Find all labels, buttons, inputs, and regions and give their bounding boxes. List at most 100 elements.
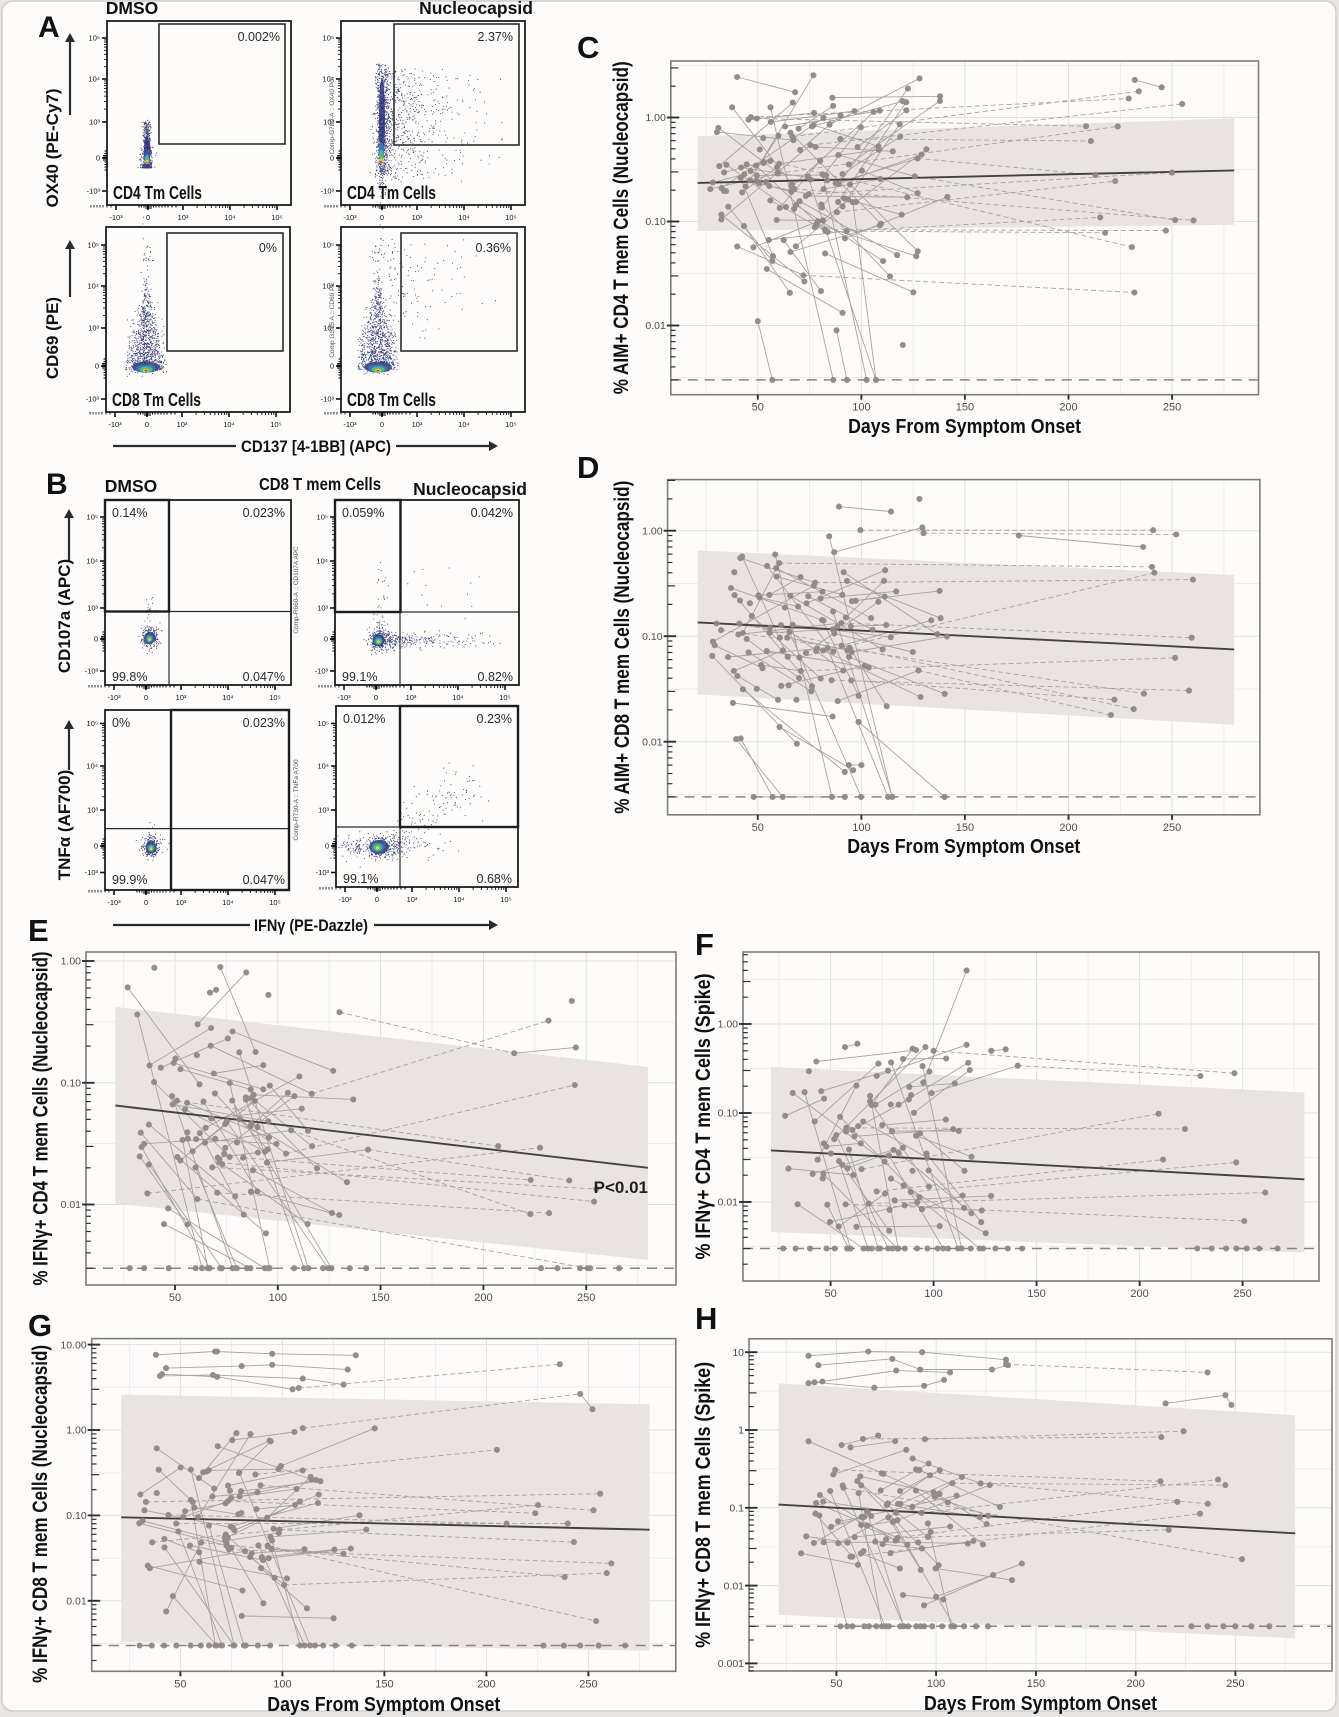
svg-text:200: 200 — [1059, 822, 1077, 834]
svg-text:10⁴: 10⁴ — [317, 762, 329, 771]
svg-text:10⁴: 10⁴ — [223, 420, 235, 429]
svg-text:100: 100 — [852, 402, 870, 414]
svg-text:10.00: 10.00 — [60, 1339, 86, 1351]
svg-text:-10³: -10³ — [109, 213, 123, 222]
svg-text:-10³: -10³ — [337, 693, 351, 702]
svg-text:0.10: 0.10 — [718, 1108, 739, 1120]
svg-text:CD137 [4-1BB] (APC): CD137 [4-1BB] (APC) — [241, 437, 391, 456]
svg-text:0: 0 — [96, 154, 100, 163]
svg-text:10⁵: 10⁵ — [500, 895, 511, 904]
svg-text:% AIM+ CD4 T mem Cells (Nucleo: % AIM+ CD4 T mem Cells (Nucleocapsid) — [610, 61, 633, 394]
svg-text:0: 0 — [146, 213, 150, 222]
svg-text:10³: 10³ — [88, 324, 99, 333]
svg-text:Comp-R660-A :: CD107A APC: Comp-R660-A :: CD107A APC — [293, 546, 300, 634]
svg-text:10³: 10³ — [318, 806, 329, 815]
svg-text:99.1%: 99.1% — [342, 670, 377, 684]
svg-text:CD107a (APC): CD107a (APC) — [55, 559, 74, 673]
svg-text:0.042%: 0.042% — [471, 506, 513, 520]
svg-text:TNFα (AF700): TNFα (AF700) — [55, 770, 74, 881]
svg-text:-10³: -10³ — [108, 420, 122, 429]
svg-text:1: 1 — [738, 1425, 744, 1437]
svg-text:0.10: 0.10 — [645, 216, 666, 228]
svg-text:10³: 10³ — [407, 895, 418, 904]
svg-text:250: 250 — [1163, 402, 1181, 414]
svg-text:0: 0 — [330, 154, 334, 163]
svg-text:0.14%: 0.14% — [112, 506, 147, 520]
svg-text:0.68%: 0.68% — [477, 872, 512, 886]
svg-text:P<0.01: P<0.01 — [594, 1178, 648, 1197]
svg-text:H: H — [695, 1301, 717, 1336]
svg-text:0.047%: 0.047% — [243, 873, 285, 887]
svg-text:% AIM+ CD8 T mem Cells (Nucleo: % AIM+ CD8 T mem Cells (Nucleocapsid) — [611, 481, 634, 814]
svg-text:1.00: 1.00 — [66, 1425, 87, 1437]
svg-text:10⁵: 10⁵ — [88, 241, 99, 250]
svg-text:0%: 0% — [112, 716, 130, 730]
svg-text:10³: 10³ — [87, 806, 98, 815]
svg-text:250: 250 — [1233, 1288, 1251, 1300]
svg-text:200: 200 — [1130, 1288, 1148, 1300]
svg-text:10⁴: 10⁴ — [88, 75, 100, 84]
svg-text:10⁴: 10⁴ — [452, 693, 464, 702]
svg-text:10³: 10³ — [177, 420, 188, 429]
svg-text:Days From Symptom Onset: Days From Symptom Onset — [267, 1694, 500, 1716]
svg-text:10⁵: 10⁵ — [317, 513, 328, 522]
svg-text:250: 250 — [579, 1678, 597, 1690]
svg-text:10⁴: 10⁴ — [458, 420, 470, 429]
svg-text:0: 0 — [325, 842, 329, 851]
svg-text:C: C — [577, 30, 599, 65]
svg-text:10³: 10³ — [406, 693, 417, 702]
svg-text:0.059%: 0.059% — [342, 506, 384, 520]
svg-text:CD69 (PE): CD69 (PE) — [43, 297, 62, 379]
svg-text:% IFNγ+ CD8 T mem Cells (Spike: % IFNγ+ CD8 T mem Cells (Spike) — [692, 1362, 715, 1648]
svg-text:10³: 10³ — [323, 118, 334, 127]
svg-text:Comp-G780-A :: OX40 Po7: Comp-G780-A :: OX40 Po7 — [329, 75, 336, 154]
svg-text:10³: 10³ — [87, 604, 98, 613]
svg-text:150: 150 — [956, 402, 974, 414]
svg-text:10⁴: 10⁴ — [222, 898, 234, 907]
svg-text:DMSO: DMSO — [105, 476, 158, 496]
svg-text:Nucleocapsid: Nucleocapsid — [413, 479, 527, 499]
svg-text:10⁵: 10⁵ — [89, 34, 100, 43]
svg-text:0.01: 0.01 — [724, 1580, 745, 1592]
svg-text:1.00: 1.00 — [645, 112, 666, 124]
svg-text:10⁵: 10⁵ — [318, 719, 329, 728]
svg-text:0: 0 — [380, 420, 384, 429]
svg-text:0.001: 0.001 — [718, 1658, 744, 1670]
svg-text:150: 150 — [1027, 1678, 1045, 1690]
svg-text:10⁴: 10⁴ — [86, 557, 98, 566]
svg-text:0.1: 0.1 — [729, 1503, 744, 1515]
svg-text:CD8 T mem Cells: CD8 T mem Cells — [259, 474, 381, 494]
svg-text:0.01: 0.01 — [718, 1197, 739, 1209]
svg-text:0: 0 — [95, 362, 99, 371]
svg-text:0: 0 — [330, 362, 334, 371]
svg-text:0.01: 0.01 — [61, 1199, 82, 1211]
svg-text:10⁴: 10⁴ — [87, 282, 99, 291]
svg-text:0: 0 — [375, 895, 379, 904]
svg-text:10³: 10³ — [412, 213, 423, 222]
svg-text:0: 0 — [380, 213, 384, 222]
svg-text:200: 200 — [1127, 1678, 1145, 1690]
svg-text:-10³: -10³ — [321, 187, 335, 196]
svg-text:100: 100 — [269, 1292, 287, 1304]
svg-text:Days From Symptom Onset: Days From Symptom Onset — [848, 416, 1081, 438]
svg-text:100: 100 — [927, 1678, 945, 1690]
svg-text:% IFNγ+ CD4 T mem Cells (Nucle: % IFNγ+ CD4 T mem Cells (Nucleocapsid) — [30, 952, 53, 1286]
svg-text:50: 50 — [752, 822, 764, 834]
svg-text:250: 250 — [1163, 822, 1181, 834]
svg-text:100: 100 — [924, 1288, 942, 1300]
svg-text:250: 250 — [1226, 1678, 1244, 1690]
svg-text:Days From Symptom Onset: Days From Symptom Onset — [924, 1693, 1157, 1715]
svg-text:Comp GS75 A :: CD69 PE: Comp GS75 A :: CD69 PE — [329, 282, 336, 358]
svg-text:150: 150 — [956, 822, 974, 834]
svg-text:10³: 10³ — [317, 604, 328, 613]
svg-text:200: 200 — [1059, 402, 1077, 414]
svg-text:0: 0 — [94, 635, 98, 644]
svg-text:G: G — [28, 1308, 52, 1343]
svg-text:0.36%: 0.36% — [476, 241, 511, 255]
svg-text:50: 50 — [174, 1678, 186, 1690]
svg-text:10⁵: 10⁵ — [271, 213, 282, 222]
svg-text:0.002%: 0.002% — [238, 30, 280, 44]
svg-text:0.023%: 0.023% — [243, 506, 285, 520]
svg-text:-10³: -10³ — [321, 395, 335, 404]
svg-text:10³: 10³ — [323, 324, 334, 333]
